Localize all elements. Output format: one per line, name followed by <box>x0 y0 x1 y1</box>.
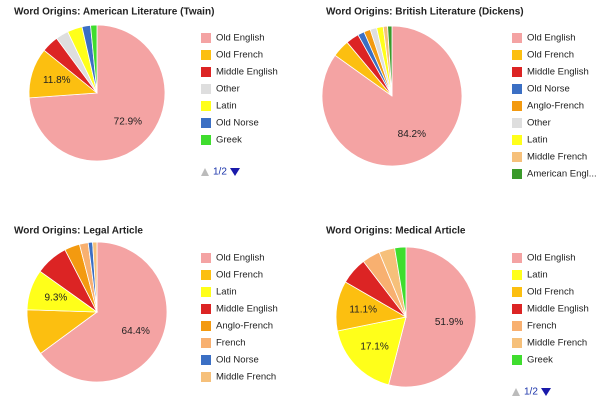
legend-swatch <box>201 253 211 263</box>
legend-label: Middle English <box>216 304 278 315</box>
chart-title: Word Origins: American Literature (Twain… <box>14 7 214 18</box>
legend-label: French <box>527 321 557 332</box>
legend-swatch <box>512 118 522 128</box>
pie-slice <box>90 24 98 94</box>
slice-label: 11.1% <box>349 305 377 316</box>
legend-label: Old French <box>527 50 574 61</box>
legend-swatch <box>201 338 211 348</box>
legend-swatch <box>201 33 211 43</box>
slice-label: 72.9% <box>114 116 142 127</box>
legend-label: American Engl... <box>527 169 597 180</box>
legend-swatch <box>201 67 211 77</box>
legend-label: Old Norse <box>527 84 570 95</box>
slice-label: 64.4% <box>122 326 150 337</box>
pie-slice <box>394 246 407 318</box>
legend-label: Latin <box>216 101 237 112</box>
pager-prev[interactable] <box>512 388 520 396</box>
legend-label: Anglo-French <box>527 101 584 112</box>
legend-swatch <box>512 338 522 348</box>
pager-label: 1/2 <box>213 167 227 178</box>
legend-swatch <box>201 270 211 280</box>
legend-swatch <box>512 287 522 297</box>
chart-title: Word Origins: British Literature (Dicken… <box>326 7 524 18</box>
legend-swatch <box>512 253 522 263</box>
legend-swatch <box>201 118 211 128</box>
pie-slice <box>40 241 168 383</box>
legend-swatch <box>512 50 522 60</box>
legend-swatch <box>512 67 522 77</box>
pie-slice <box>92 241 98 313</box>
legend-label: Greek <box>216 135 242 146</box>
pager-label: 1/2 <box>524 387 538 398</box>
legend-swatch <box>512 270 522 280</box>
legend-swatch <box>201 84 211 94</box>
legend-label: Old French <box>527 287 574 298</box>
legend-swatch <box>201 372 211 382</box>
legend-label: Middle French <box>527 338 587 349</box>
pager-next[interactable] <box>230 168 240 176</box>
pager-next[interactable] <box>541 388 551 396</box>
pager-prev[interactable] <box>201 168 209 176</box>
slice-label: 84.2% <box>398 129 426 140</box>
legend-swatch <box>201 321 211 331</box>
legend-label: Other <box>216 84 240 95</box>
legend-label: Latin <box>527 135 548 146</box>
legend-swatch <box>512 152 522 162</box>
legend-label: Other <box>527 118 551 129</box>
legend-swatch <box>512 135 522 145</box>
legend-swatch <box>512 101 522 111</box>
legend-label: Old English <box>216 33 265 44</box>
legend-label: Anglo-French <box>216 321 273 332</box>
legend-swatch <box>201 50 211 60</box>
chart-title: Word Origins: Medical Article <box>326 226 466 237</box>
chart-title: Word Origins: Legal Article <box>14 226 143 237</box>
legend-swatch <box>512 169 522 179</box>
legend-label: Old Norse <box>216 118 259 129</box>
slice-label: 51.9% <box>435 317 463 328</box>
legend-swatch <box>512 33 522 43</box>
legend-label: Middle French <box>216 372 276 383</box>
legend-swatch <box>201 304 211 314</box>
legend-label: Middle French <box>527 152 587 163</box>
legend-label: Old French <box>216 270 263 281</box>
slice-label: 17.1% <box>360 342 388 353</box>
legend-label: Old English <box>527 253 576 264</box>
legend-label: Middle English <box>216 67 278 78</box>
legend-label: Middle English <box>527 67 589 78</box>
legend-label: Greek <box>527 355 553 366</box>
legend-label: Middle English <box>527 304 589 315</box>
pie-slice <box>388 246 477 388</box>
legend-label: Old English <box>527 33 576 44</box>
legend-swatch <box>512 304 522 314</box>
legend-swatch <box>201 355 211 365</box>
legend-swatch <box>201 135 211 145</box>
legend-swatch <box>512 321 522 331</box>
legend-label: Old French <box>216 50 263 61</box>
legend-swatch <box>512 84 522 94</box>
legend-label: Old Norse <box>216 355 259 366</box>
legend-swatch <box>201 287 211 297</box>
slice-label: 11.8% <box>43 75 71 86</box>
legend-label: Latin <box>527 270 548 281</box>
pie-slice <box>387 25 393 97</box>
legend-label: Old English <box>216 253 265 264</box>
legend-swatch <box>201 101 211 111</box>
slice-label: 9.3% <box>44 293 67 304</box>
pie-slice <box>336 316 407 386</box>
legend-swatch <box>512 355 522 365</box>
legend-label: French <box>216 338 246 349</box>
legend-label: Latin <box>216 287 237 298</box>
